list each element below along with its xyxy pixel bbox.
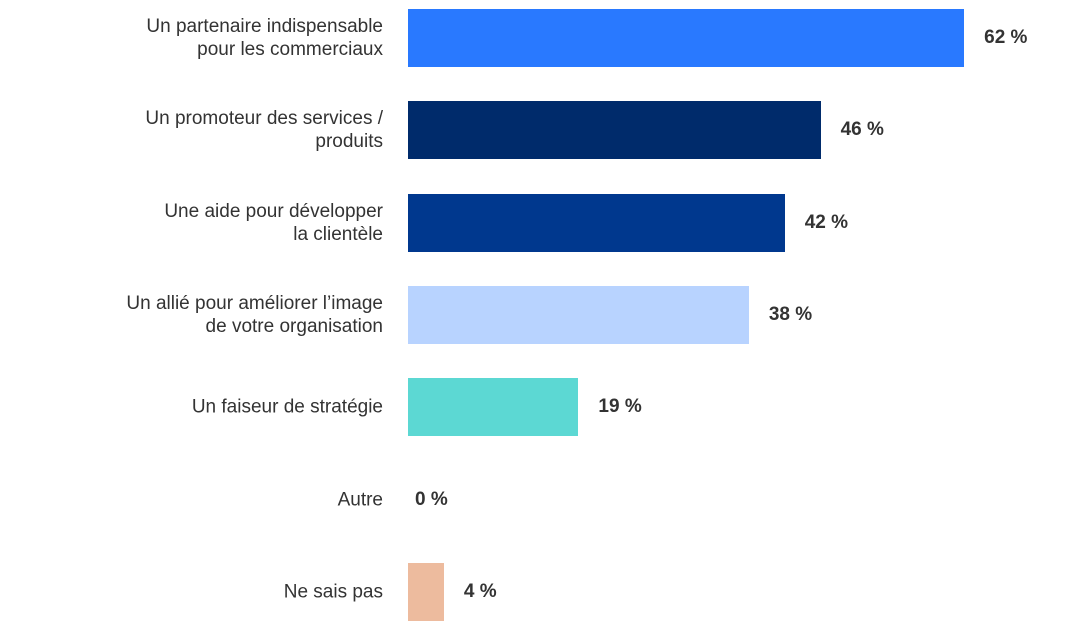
value-label: 46 % — [840, 119, 884, 141]
category-label: Une aide pour développer la clientèle — [164, 200, 383, 245]
category-label: Un partenaire indispensable pour les com… — [146, 16, 383, 60]
category-label: Un allié pour améliorer l’image de votre… — [126, 292, 383, 337]
bar — [408, 193, 785, 252]
category-label: Un promoteur des services / produits — [145, 108, 383, 153]
value-label: 19 % — [598, 396, 642, 418]
category-label: Un faiseur de stratégie — [191, 396, 383, 418]
value-label: 38 % — [768, 303, 813, 325]
bar — [408, 562, 444, 621]
bar — [408, 378, 579, 437]
value-label: 42 % — [804, 211, 849, 233]
bar — [408, 9, 965, 67]
bar — [408, 285, 749, 344]
value-label: 4 % — [463, 580, 497, 602]
category-label: Autre — [337, 489, 383, 510]
value-label: 62 % — [984, 27, 1028, 48]
bar — [408, 101, 821, 160]
value-label: 0 % — [415, 488, 448, 510]
category-label: Ne sais pas — [283, 581, 383, 603]
